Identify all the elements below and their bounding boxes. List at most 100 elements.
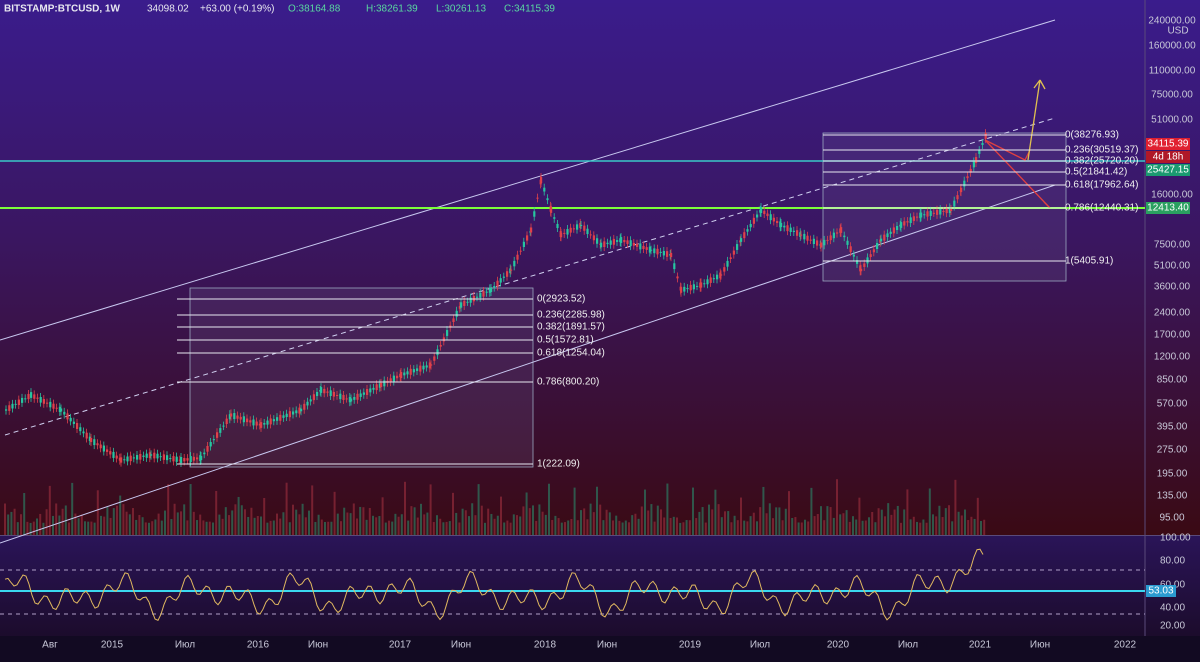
volume-bar (560, 522, 563, 535)
candle (569, 227, 572, 233)
candle (560, 232, 563, 238)
price-tag-bg (1146, 138, 1190, 150)
candle (428, 362, 431, 369)
candle (956, 195, 959, 200)
volume-bar (784, 508, 787, 535)
volume-bar (71, 482, 74, 535)
time-label: 2016 (247, 640, 270, 651)
candle (406, 371, 409, 375)
volume-bar (660, 509, 662, 535)
candle (799, 232, 802, 237)
volume-bar (7, 514, 10, 535)
price-unit: USD (1167, 26, 1188, 37)
volume-bar (221, 518, 224, 535)
volume-bar (772, 518, 774, 535)
candle (736, 244, 739, 250)
candle (900, 222, 903, 228)
candle (732, 250, 735, 255)
volume-bar (308, 510, 310, 535)
volume-bar (400, 514, 403, 535)
fib-label: 0.618(17962.64) (1065, 180, 1138, 191)
volume-bar (461, 508, 464, 535)
candle (192, 456, 195, 461)
volume-bar (55, 503, 58, 535)
candle (46, 402, 49, 404)
volume-bar (208, 521, 211, 535)
volume-bar (144, 522, 147, 535)
volume-bar (295, 509, 298, 535)
volume-bar (397, 516, 400, 535)
candle (222, 425, 225, 427)
volume-bar (711, 509, 714, 535)
candle (430, 364, 433, 366)
candle (58, 406, 61, 412)
candle (816, 240, 819, 246)
volume-bar (240, 505, 243, 535)
candle (896, 225, 899, 231)
candle (963, 180, 966, 187)
volume-bar (199, 514, 202, 535)
volume-bar (122, 504, 125, 535)
volume-bar (743, 520, 746, 535)
candle (680, 287, 683, 293)
candle (536, 197, 539, 199)
candle (632, 242, 635, 246)
volume-bar (884, 516, 886, 535)
price-pane (0, 0, 1200, 535)
volume-bar (260, 516, 262, 535)
volume-bar (23, 493, 26, 535)
candle (726, 260, 729, 267)
candle (572, 228, 575, 230)
volume-bar (317, 514, 320, 535)
candle (252, 419, 255, 426)
candle (746, 229, 749, 232)
candle (112, 451, 115, 458)
volume-bar (541, 511, 544, 535)
candle (926, 211, 929, 217)
candle (852, 254, 855, 257)
candle (463, 300, 466, 306)
candle (246, 418, 249, 423)
volume-bar (32, 521, 35, 535)
candle (920, 212, 923, 218)
volume-bar (957, 511, 960, 535)
volume-bar (157, 513, 160, 535)
candle (298, 407, 301, 414)
rsi-line (4, 548, 984, 621)
candle (892, 227, 895, 234)
candle (866, 257, 869, 264)
volume-bar (557, 518, 560, 535)
price-label: 1200.00 (1154, 352, 1191, 363)
volume-bar (167, 484, 170, 535)
candle (603, 241, 606, 248)
header-change: +63.00 (+0.19%) (200, 4, 275, 15)
volume-bar (724, 511, 726, 535)
time-axis-bg (0, 636, 1200, 662)
candle (30, 392, 33, 398)
candle (11, 403, 14, 409)
price-label: 51000.00 (1151, 115, 1193, 126)
candle (499, 278, 502, 283)
candle (769, 214, 772, 221)
volume-bar (426, 512, 429, 535)
volume-bar (973, 518, 976, 535)
candle (21, 397, 24, 403)
candle (519, 250, 522, 252)
candle (716, 274, 719, 280)
volume-bar (900, 522, 902, 535)
candle (142, 455, 145, 457)
candle (806, 235, 809, 241)
volume-bar (452, 492, 454, 535)
volume-bar (794, 517, 797, 535)
volume-bar (580, 510, 582, 535)
fib-label: 0.236(2285.98) (537, 310, 605, 321)
volume-bar (829, 507, 832, 535)
volume-bar (839, 514, 842, 535)
candle (953, 200, 956, 207)
candle (400, 372, 403, 378)
rsi-label: 100.00 (1160, 533, 1191, 544)
volume-bar (964, 509, 966, 535)
candle (763, 210, 766, 215)
candle (216, 432, 219, 438)
volume-bar (244, 509, 246, 535)
